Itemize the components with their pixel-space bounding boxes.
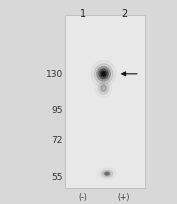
Text: 1: 1 bbox=[80, 9, 86, 19]
Ellipse shape bbox=[97, 67, 110, 82]
Ellipse shape bbox=[101, 170, 113, 177]
Text: 55: 55 bbox=[51, 172, 63, 181]
Ellipse shape bbox=[105, 173, 109, 175]
Text: (-): (-) bbox=[79, 192, 88, 201]
Text: 2: 2 bbox=[121, 9, 127, 19]
Text: (+): (+) bbox=[118, 192, 130, 201]
Ellipse shape bbox=[99, 69, 108, 80]
Ellipse shape bbox=[98, 83, 109, 95]
Ellipse shape bbox=[101, 85, 106, 92]
Text: 95: 95 bbox=[51, 106, 63, 115]
Ellipse shape bbox=[96, 80, 112, 98]
Text: 130: 130 bbox=[46, 70, 63, 79]
Ellipse shape bbox=[94, 64, 113, 84]
Ellipse shape bbox=[101, 72, 106, 77]
Ellipse shape bbox=[98, 168, 116, 180]
Ellipse shape bbox=[104, 172, 110, 176]
Bar bbox=[65, 16, 145, 188]
Ellipse shape bbox=[91, 61, 116, 88]
Text: 72: 72 bbox=[52, 135, 63, 144]
Ellipse shape bbox=[102, 73, 105, 76]
